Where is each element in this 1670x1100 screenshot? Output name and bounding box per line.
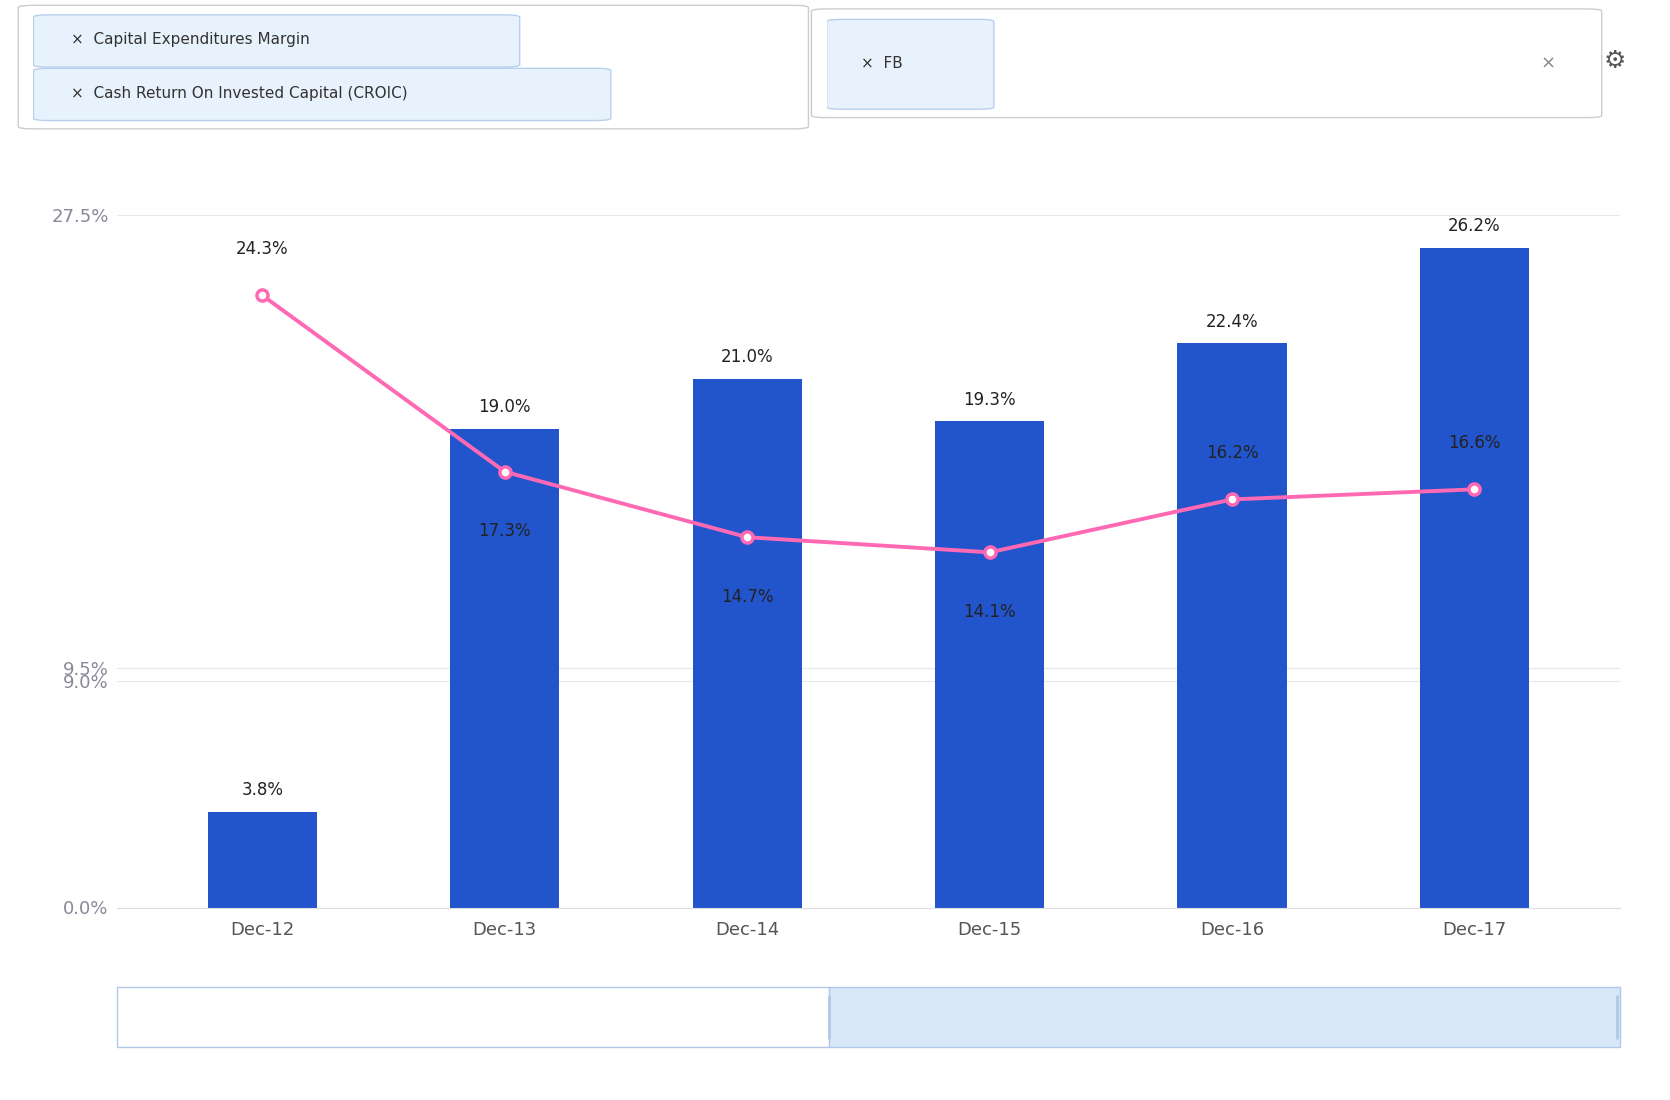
Text: ×: × [823,64,838,82]
Text: 14.1%: 14.1% [964,603,1015,620]
Text: 24.3%: 24.3% [235,240,289,257]
Bar [207,812,317,907]
Text: 22.4%: 22.4% [1206,312,1258,331]
FancyBboxPatch shape [827,20,994,109]
Text: ×  Cash Return On Invested Capital (CROIC): × Cash Return On Invested Capital (CROIC… [72,86,407,101]
FancyBboxPatch shape [33,68,611,121]
Bar [693,378,802,908]
FancyBboxPatch shape [18,6,808,129]
Text: 3.8%: 3.8% [242,781,284,800]
Text: ×  FB: × FB [860,56,902,70]
Text: 21.0%: 21.0% [721,348,773,366]
Text: 16.6%: 16.6% [1448,433,1501,452]
Text: 26.2%: 26.2% [1448,217,1501,235]
FancyBboxPatch shape [33,14,519,67]
Bar [935,421,1044,908]
FancyBboxPatch shape [812,9,1602,118]
Text: ×: × [1541,54,1556,73]
Legend: Facebook - Cash Return On Invested Capital (CROIC), Facebook - Capital Expenditu: Facebook - Cash Return On Invested Capit… [384,1015,1353,1034]
FancyBboxPatch shape [117,987,830,1047]
Bar [451,429,559,908]
Text: ⚙: ⚙ [1603,48,1627,73]
Text: 17.3%: 17.3% [479,522,531,540]
Text: ×  Capital Expenditures Margin: × Capital Expenditures Margin [72,32,311,47]
Text: 19.3%: 19.3% [964,390,1015,409]
Text: 19.0%: 19.0% [479,398,531,416]
Bar [1420,248,1530,908]
Text: 14.7%: 14.7% [721,587,773,606]
Bar [1177,343,1286,907]
Text: 16.2%: 16.2% [1206,443,1258,462]
FancyBboxPatch shape [117,987,1620,1047]
